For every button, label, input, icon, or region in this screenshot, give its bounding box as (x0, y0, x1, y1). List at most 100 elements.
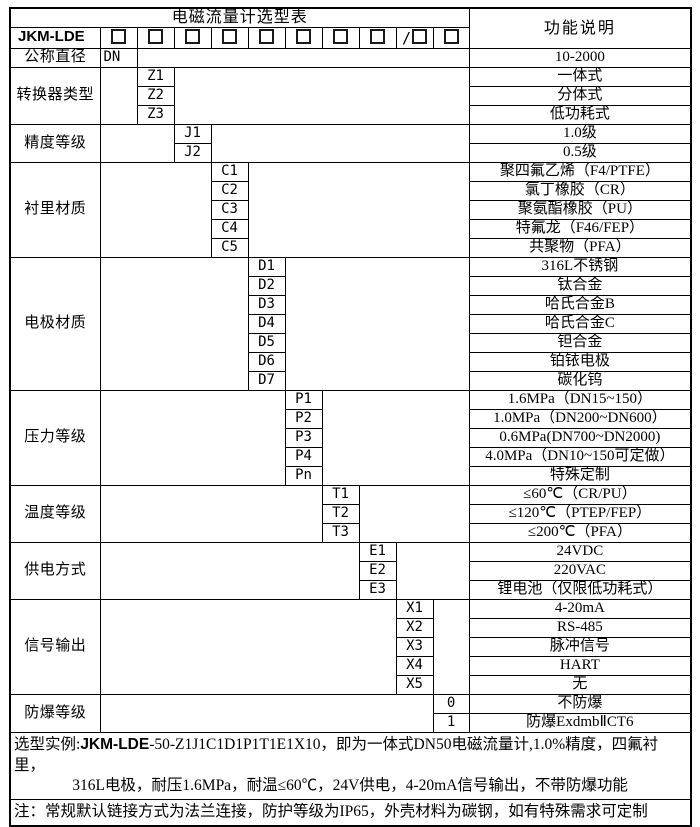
option-code: C2 (210, 180, 249, 201)
title-row: 电磁流量计选型表 功能说明 (9, 7, 692, 49)
option-description: 1.6MPa（DN15~150） (468, 389, 692, 410)
table-row: Z3 低功耗式 (10, 104, 692, 125)
option-code: D5 (247, 332, 286, 353)
option-description: 1.0级 (468, 123, 692, 144)
spacer-cell (99, 598, 397, 695)
code-box-cell-p (284, 26, 323, 49)
option-code: C1 (210, 161, 249, 182)
option-description: HART (468, 655, 692, 676)
checkbox-icon[interactable] (443, 29, 459, 45)
checkbox-icon[interactable] (222, 29, 237, 45)
option-description: 哈氏合金B (468, 294, 692, 315)
option-code: D6 (247, 351, 286, 372)
option-description: 0.6MPa(DN700~DN2000) (468, 427, 692, 448)
option-code: Z2 (136, 85, 175, 106)
code-box-cell-j (173, 26, 212, 49)
category-label: 电极材质 (9, 256, 101, 391)
category-label: 精度等级 (9, 123, 101, 163)
option-code: J2 (173, 142, 212, 163)
category-label: 供电方式 (9, 541, 101, 600)
table-row: 电极材质 D1 316L不锈钢 (9, 256, 692, 391)
code-box-cell-z (136, 26, 175, 49)
option-description: 钛合金 (468, 275, 692, 296)
option-description: 10-2000 (468, 47, 692, 68)
checkbox-icon[interactable] (111, 29, 126, 45)
table-row: P2 1.0MPa（DN200~DN600） (10, 408, 692, 429)
code-box-cell-e (358, 26, 397, 49)
spacer-cell (432, 598, 470, 695)
option-code: 0 (432, 693, 470, 714)
table-row: C5 共聚物（PFA） (10, 237, 692, 258)
checkbox-icon[interactable] (412, 29, 428, 45)
table-row: P3 0.6MPa(DN700~DN2000) (10, 427, 692, 448)
option-code: C4 (210, 218, 249, 239)
category-label: 转换器类型 (9, 66, 101, 125)
spacer-cell (99, 484, 323, 543)
option-description: 4-20mA (468, 598, 692, 619)
table-row: 精度等级 J1 1.0级 (9, 123, 692, 163)
option-code: D1 (247, 256, 286, 277)
option-description: 防爆ExdmbⅡCT6 (468, 712, 692, 733)
table-row: X4 HART (10, 655, 692, 676)
option-code: E2 (358, 560, 397, 581)
option-code: X1 (395, 598, 434, 619)
table-row: Z2 分体式 (10, 85, 692, 106)
table-row: D3 哈氏合金B (10, 294, 692, 315)
option-code: X3 (395, 636, 434, 657)
option-description: 一体式 (468, 66, 692, 87)
code-box-cell-dn (99, 26, 138, 49)
table-row: 防爆等级 0 不防爆 (9, 693, 692, 733)
spacer-cell (99, 389, 286, 486)
spacer-cell (395, 541, 470, 600)
option-code: T2 (321, 503, 360, 524)
option-description: 聚氨酯橡胶（PU） (468, 199, 692, 220)
option-code: D7 (247, 370, 286, 391)
option-code: P4 (284, 446, 323, 467)
option-description: 1.0MPa（DN200~DN600） (468, 408, 692, 429)
option-code: Z3 (136, 104, 175, 125)
option-description: 碳化钨 (468, 370, 692, 391)
table-row: 温度等级 T1 ≤60℃（CR/PU） (9, 484, 692, 543)
code-box-cell-t (321, 26, 360, 49)
checkbox-icon[interactable] (185, 29, 200, 45)
table-title: 电磁流量计选型表 (9, 7, 470, 28)
option-code: Pn (284, 465, 323, 486)
checkbox-icon[interactable] (259, 29, 274, 45)
option-description: RS-485 (468, 617, 692, 638)
spacer-cell (173, 66, 470, 125)
option-description: 哈氏合金C (468, 313, 692, 334)
option-description: ≤60℃（CR/PU） (468, 484, 692, 505)
table-row: E3 锂电池（仅限低功耗式） (10, 579, 692, 600)
checkbox-icon[interactable] (148, 29, 163, 45)
option-code: P1 (284, 389, 323, 410)
example-row: 选型实例:JKM-LDE-50-Z1J1C1D1P1T1E1X10，即为一体式D… (9, 731, 692, 801)
option-description: 4.0MPa（DN10~150可定做） (468, 446, 692, 467)
category-label: 公称直径 (9, 47, 101, 68)
spacer-cell (247, 161, 470, 258)
example-rest: -50-Z1J1C1D1P1T1E1X10，即为一体式DN50电磁流量计,1.0… (14, 735, 659, 774)
category-label: 信号输出 (9, 598, 101, 695)
option-code: E1 (358, 541, 397, 562)
example-line-2: 316L电极，耐压1.6MPa，耐温≤60℃，24V供电，4-20mA信号输出，… (72, 777, 628, 795)
checkbox-icon[interactable] (370, 29, 385, 45)
table-row: 信号输出 X1 4-20mA (9, 598, 692, 695)
table-row: 压力等级 P1 1.6MPa（DN15~150） (9, 389, 692, 486)
note-row: 注：常规默认链接方式为法兰连接，防护等级为IP65，外壳材料为碳钢，如有特殊需求… (9, 799, 692, 827)
option-code: Z1 (136, 66, 175, 87)
option-description: 无 (468, 674, 692, 695)
option-code: E3 (358, 579, 397, 600)
example-prefix: 选型实例: (14, 735, 81, 753)
option-description: 钽合金 (468, 332, 692, 353)
table-row: J2 0.5级 (10, 142, 692, 163)
category-label: 温度等级 (9, 484, 101, 543)
checkbox-icon[interactable] (296, 29, 311, 45)
option-description: 220VAC (468, 560, 692, 581)
checkbox-icon[interactable] (333, 29, 348, 45)
option-code: C3 (210, 199, 249, 220)
option-description: 分体式 (468, 85, 692, 106)
category-label: 压力等级 (9, 389, 101, 486)
option-description: 0.5级 (468, 142, 692, 163)
option-code: T3 (321, 522, 360, 543)
model-label: JKM-LDE (9, 26, 101, 49)
